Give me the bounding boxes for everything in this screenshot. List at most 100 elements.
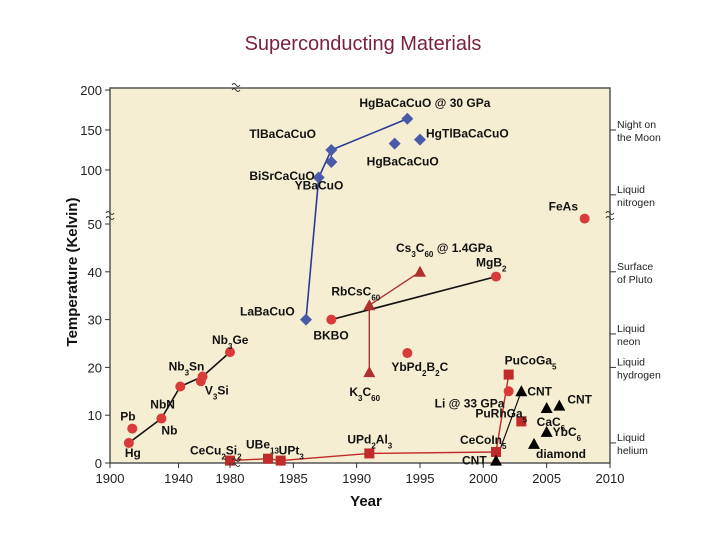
trend-line-bcs-2 bbox=[331, 275, 497, 321]
point-0-10 bbox=[503, 386, 514, 397]
y-axis-break-left bbox=[105, 211, 115, 220]
point-3-1 bbox=[263, 453, 273, 464]
point-0-11 bbox=[579, 213, 590, 224]
point-0-7 bbox=[326, 314, 337, 325]
point-label-1-4: HgBaCaCuO bbox=[367, 155, 439, 169]
point-label-2-1: RbCsC60 bbox=[331, 284, 380, 302]
reference-label-1-b: nitrogen bbox=[617, 197, 655, 209]
point-3-4 bbox=[491, 447, 501, 458]
point-3-5 bbox=[516, 416, 527, 427]
point-3-0 bbox=[225, 455, 235, 466]
point-label-0-10: Li @ 33 GPa bbox=[435, 396, 505, 410]
reference-label-3-b: neon bbox=[617, 336, 641, 348]
y-tick-label-7: 150 bbox=[80, 123, 102, 138]
x-axis-break bbox=[231, 458, 241, 467]
reference-label-1: Liquid bbox=[617, 184, 645, 196]
y-axis-break-right bbox=[605, 211, 615, 220]
point-label-0-9: MgB2 bbox=[476, 256, 507, 274]
x-tick-label-4: 1990 bbox=[342, 471, 371, 486]
point-1-6 bbox=[401, 112, 414, 125]
reference-label-4: Liquid bbox=[617, 356, 645, 368]
x-tick-label-7: 2005 bbox=[532, 471, 561, 486]
point-2-0 bbox=[363, 366, 376, 378]
y-tick-label-5: 50 bbox=[88, 217, 102, 232]
x-tick-label-5: 1995 bbox=[406, 471, 435, 486]
point-label-0-5: Nb3Sn bbox=[169, 359, 205, 377]
point-4-1 bbox=[515, 385, 528, 397]
point-label-0-6: Nb3Ge bbox=[212, 333, 249, 351]
x-tick-label-0: 1900 bbox=[96, 471, 125, 486]
point-label-0-2: Nb bbox=[161, 424, 177, 438]
x-tick-label-1: 1940 bbox=[164, 471, 193, 486]
point-label-2-2: Cs3C60 @ 1.4GPa bbox=[396, 241, 493, 258]
point-label-4-1: CNT bbox=[527, 384, 552, 398]
point-label-4-2: CNT bbox=[567, 393, 592, 407]
reference-label-0: Night on bbox=[617, 119, 656, 131]
point-label-2-0: K3C60 bbox=[349, 385, 380, 403]
point-4-4 bbox=[540, 425, 553, 437]
point-3-2 bbox=[275, 455, 286, 466]
point-label-1-5: HgTlBaCaCuO bbox=[426, 127, 509, 141]
reference-label-4-b: hydrogen bbox=[617, 369, 661, 381]
point-label-3-0: CeCu2Si2 bbox=[190, 444, 242, 462]
plot-area bbox=[109, 87, 611, 464]
y-tick-label-4: 40 bbox=[88, 265, 102, 280]
point-label-3-1: UBe13 bbox=[246, 438, 279, 456]
point-0-9 bbox=[491, 271, 501, 282]
point-0-5 bbox=[197, 371, 208, 382]
y-tick-label-0: 0 bbox=[95, 456, 102, 471]
reference-label-5-b: helium bbox=[617, 445, 648, 457]
x-tick-label-2: 1980 bbox=[216, 471, 245, 486]
point-label-4-5: diamond bbox=[536, 447, 586, 461]
point-label-1-1: YBaCuO bbox=[295, 179, 344, 193]
trend-line-cuprates bbox=[305, 118, 408, 320]
point-label-3-6: PuCoGa5 bbox=[505, 354, 557, 372]
point-label-4-4: YbC6 bbox=[553, 425, 582, 443]
point-4-5 bbox=[528, 437, 540, 449]
point-4-0 bbox=[490, 454, 502, 466]
point-label-1-6: HgBaCaCuO @ 30 GPa bbox=[359, 96, 490, 110]
point-label-0-8: YbPd2B2C bbox=[391, 360, 448, 378]
x-axis-title: Year bbox=[350, 493, 382, 510]
y-axis-title: Temperature (Kelvin) bbox=[64, 198, 81, 347]
y-tick-label-8: 200 bbox=[80, 83, 102, 98]
point-2-2 bbox=[414, 265, 426, 277]
point-0-8 bbox=[402, 348, 413, 359]
reference-label-5: Liquid bbox=[617, 432, 645, 444]
point-label-0-7: BKBO bbox=[313, 329, 348, 343]
y-tick-label-3: 30 bbox=[88, 313, 102, 328]
point-label-0-11: FeAs bbox=[549, 200, 579, 214]
point-4-2 bbox=[553, 399, 566, 411]
trend-line-heavy-fermion bbox=[229, 374, 510, 462]
point-3-6 bbox=[503, 369, 514, 380]
reference-label-3: Liquid bbox=[617, 323, 645, 335]
y-tick-label-2: 20 bbox=[88, 360, 102, 375]
point-1-4 bbox=[388, 137, 401, 150]
point-0-0 bbox=[123, 437, 134, 448]
point-label-3-3: UPd2Al3 bbox=[347, 432, 392, 450]
reference-label-2-b: of Pluto bbox=[617, 274, 653, 286]
point-label-1-2: BiSrCaCuO bbox=[249, 169, 314, 183]
point-0-2 bbox=[156, 413, 167, 424]
point-label-1-0: LaBaCuO bbox=[240, 305, 295, 319]
point-label-0-0: Hg bbox=[125, 446, 141, 460]
point-0-3 bbox=[175, 381, 186, 392]
point-4-3 bbox=[540, 402, 553, 414]
point-2-1 bbox=[363, 299, 376, 311]
point-label-3-2: UPt3 bbox=[279, 444, 305, 462]
point-label-3-5: PuRhGa5 bbox=[475, 406, 527, 424]
point-label-0-4: V3Si bbox=[205, 383, 229, 401]
point-label-0-1: Pb bbox=[120, 410, 135, 424]
point-label-4-0: CNT bbox=[462, 454, 487, 468]
point-0-6 bbox=[225, 347, 235, 358]
x-tick-label-8: 2010 bbox=[596, 471, 625, 486]
x-tick-label-3: 1985 bbox=[279, 471, 308, 486]
point-1-5 bbox=[414, 133, 426, 146]
point-label-4-3: CaC6 bbox=[537, 415, 566, 433]
x-tick-label-6: 2000 bbox=[469, 471, 498, 486]
point-label-0-3: NbN bbox=[150, 398, 175, 412]
reference-label-0-b: the Moon bbox=[617, 132, 661, 144]
point-0-1 bbox=[127, 423, 138, 434]
page-title: Superconducting Materials bbox=[244, 33, 482, 55]
